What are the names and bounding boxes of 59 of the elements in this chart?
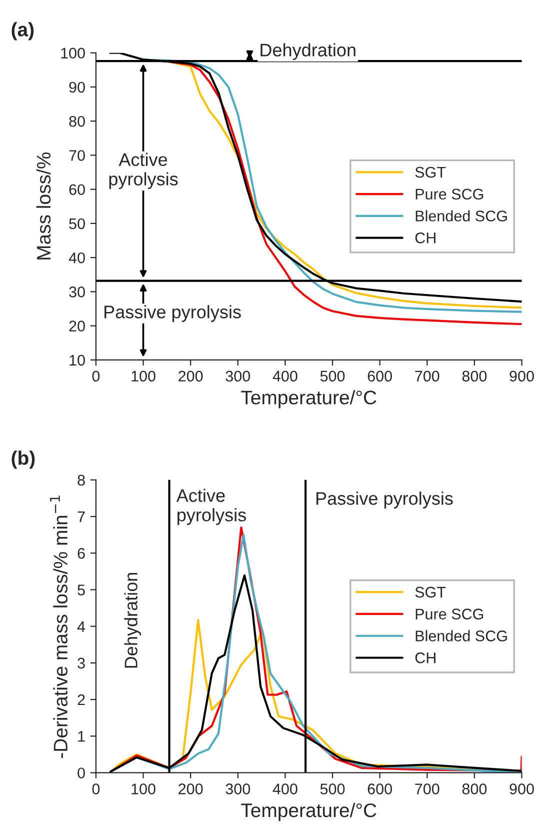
x-axis-title: Temperature/°C xyxy=(241,802,376,822)
y-tick-label: 6 xyxy=(78,548,85,559)
y-tick-label: 2 xyxy=(78,694,85,706)
legend-label: CH xyxy=(415,232,436,244)
legend-label: SGT xyxy=(415,166,446,178)
annotation: Passive pyrolysis xyxy=(104,305,241,322)
y-tick-label: 30 xyxy=(69,286,85,298)
x-tick-label: 100 xyxy=(132,370,156,382)
y-tick-label: 40 xyxy=(68,252,85,264)
x-tick-label: 800 xyxy=(462,784,487,794)
x-tick-label: 200 xyxy=(178,370,203,382)
y-tick-label: 100 xyxy=(61,48,85,59)
y-tick-label: 20 xyxy=(69,320,85,332)
legend-label: SGT xyxy=(415,586,446,598)
x-tick-label: 500 xyxy=(320,370,345,382)
legend-label: Pure SCG xyxy=(416,188,484,200)
x-tick-label: 0 xyxy=(92,370,100,382)
y-tick-label: 70 xyxy=(69,150,85,161)
x-tick-label: 900 xyxy=(510,784,534,794)
y-tick-label: 60 xyxy=(69,184,85,196)
x-tick-label: 100 xyxy=(132,784,156,794)
chart-title: (b) xyxy=(12,450,35,469)
annotation: Dehydration xyxy=(260,43,356,60)
y-tick-label: 80 xyxy=(69,116,85,127)
x-tick-label: 600 xyxy=(368,784,392,794)
y-tick-label: 10 xyxy=(70,354,85,366)
y-axis-title: -Derivative mass loss/% min$^{−1}$ xyxy=(50,496,68,758)
x-axis-title: Temperature/°C xyxy=(241,390,376,408)
annotation: Passive pyrolysis xyxy=(316,492,453,508)
legend-label: Pure SCG xyxy=(416,608,484,620)
y-tick-label: 8 xyxy=(78,474,85,486)
annotation: Active pyrolysis xyxy=(176,488,246,525)
y-axis-title: Mass loss/% xyxy=(36,152,51,260)
legend-label: CH xyxy=(415,652,436,664)
y-tick-label: 4 xyxy=(77,621,86,632)
chart-title: (a) xyxy=(12,22,34,40)
x-tick-label: 800 xyxy=(462,370,487,382)
y-tick-label: 50 xyxy=(69,218,85,230)
x-tick-label: 0 xyxy=(92,784,100,794)
legend-label: Blended SCG xyxy=(416,210,507,222)
x-tick-label: 400 xyxy=(272,370,298,382)
x-tick-label: 200 xyxy=(178,784,203,794)
y-tick-label: 3 xyxy=(78,658,85,669)
y-tick-label: 1 xyxy=(78,731,85,742)
annotation: Active pyrolysis xyxy=(109,152,178,190)
x-tick-label: 300 xyxy=(226,370,250,382)
legend-label: Blended SCG xyxy=(416,630,507,642)
x-tick-label: 900 xyxy=(510,370,534,382)
x-tick-label: 300 xyxy=(226,784,250,794)
annotation: Dehydration xyxy=(124,572,142,668)
y-tick-label: 90 xyxy=(69,82,85,93)
x-tick-label: 400 xyxy=(272,784,298,794)
x-tick-label: 500 xyxy=(320,784,345,794)
x-tick-label: 600 xyxy=(368,370,392,382)
y-tick-label: 0 xyxy=(78,768,85,778)
y-tick-label: 5 xyxy=(78,584,85,596)
x-tick-label: 700 xyxy=(415,784,440,794)
y-tick-label: 7 xyxy=(78,512,85,522)
x-tick-label: 700 xyxy=(415,370,440,382)
